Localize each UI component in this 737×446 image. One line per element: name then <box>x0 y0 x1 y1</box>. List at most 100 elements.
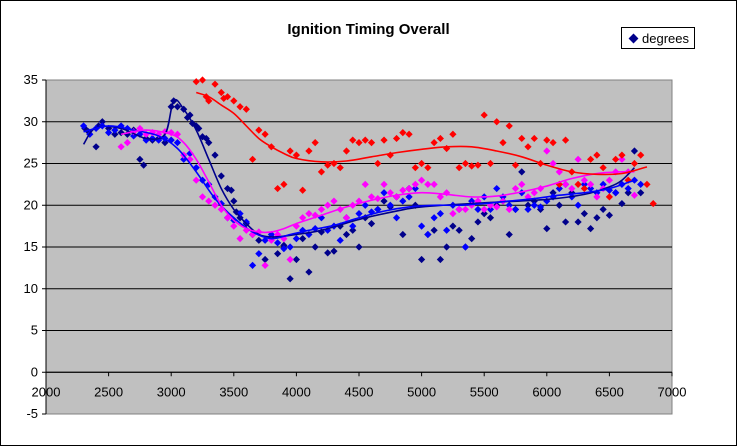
y-tick-label: 15 <box>24 239 38 254</box>
data-point-series-2 <box>418 176 426 184</box>
data-point-series-0 <box>630 147 639 155</box>
data-point-series-3 <box>392 134 401 143</box>
data-point-series-0 <box>574 218 582 226</box>
data-point-series-0 <box>543 225 551 233</box>
data-point-series-2 <box>411 180 419 188</box>
data-point-series-0 <box>342 230 351 239</box>
data-point-series-0 <box>261 255 269 264</box>
data-point-series-2 <box>543 147 551 155</box>
data-point-series-0 <box>330 247 338 255</box>
data-point-series-3 <box>493 118 501 126</box>
data-point-series-2 <box>230 222 238 230</box>
data-point-series-3 <box>248 155 257 163</box>
data-point-series-0 <box>140 161 148 169</box>
data-point-series-0 <box>380 197 388 205</box>
data-point-series-2 <box>587 180 595 188</box>
data-point-series-0 <box>411 201 419 209</box>
data-point-series-1 <box>599 180 607 188</box>
data-point-series-3 <box>305 147 313 155</box>
data-point-series-3 <box>399 129 407 137</box>
data-point-series-1 <box>173 139 182 147</box>
data-point-series-2 <box>580 176 588 184</box>
x-tick-label: 5000 <box>407 384 436 399</box>
trendline-series-1 <box>83 125 635 240</box>
data-point-series-3 <box>624 176 632 184</box>
data-point-series-3 <box>330 159 338 168</box>
data-point-series-3 <box>486 159 495 168</box>
data-point-series-1 <box>405 193 413 201</box>
data-point-series-3 <box>311 139 319 147</box>
legend-label: degrees <box>642 31 689 46</box>
data-point-series-0 <box>580 210 588 218</box>
data-point-series-2 <box>405 184 413 193</box>
data-point-series-2 <box>342 214 351 222</box>
data-point-series-3 <box>374 159 382 168</box>
data-point-series-3 <box>336 164 344 172</box>
y-tick-label: 30 <box>24 114 38 129</box>
data-point-series-0 <box>255 236 263 244</box>
data-point-series-3 <box>518 134 526 143</box>
data-point-series-0 <box>599 205 607 214</box>
data-point-series-3 <box>480 111 488 119</box>
data-point-series-1 <box>286 243 294 251</box>
data-point-series-3 <box>230 97 238 105</box>
data-point-series-1 <box>411 184 419 193</box>
data-point-series-1 <box>436 210 444 218</box>
data-point-series-0 <box>524 201 532 209</box>
data-point-series-0 <box>443 243 451 251</box>
data-point-series-1 <box>242 218 250 226</box>
data-point-series-3 <box>223 93 232 101</box>
data-point-series-2 <box>568 184 576 193</box>
data-point-series-2 <box>317 205 326 214</box>
legend: degrees <box>621 27 695 49</box>
data-point-series-0 <box>468 235 476 243</box>
x-tick-label: 5500 <box>470 384 499 399</box>
data-point-series-2 <box>593 193 601 201</box>
x-tick-label: 6500 <box>595 384 624 399</box>
y-tick-label: 0 <box>31 364 38 379</box>
data-point-series-0 <box>292 255 300 264</box>
data-point-series-1 <box>367 208 376 216</box>
data-point-series-0 <box>336 222 344 230</box>
data-point-series-0 <box>480 210 488 218</box>
data-point-series-0 <box>637 189 645 197</box>
data-point-series-3 <box>574 180 582 188</box>
data-point-series-2 <box>117 143 125 151</box>
data-point-series-2 <box>574 155 582 163</box>
data-point-series-3 <box>630 159 639 168</box>
data-point-series-1 <box>105 129 113 137</box>
data-point-series-1 <box>587 184 595 193</box>
data-point-series-1 <box>505 201 513 209</box>
data-point-series-3 <box>637 151 645 159</box>
data-point-series-3 <box>280 180 288 188</box>
x-tick-label: 3500 <box>219 384 248 399</box>
data-point-series-1 <box>524 205 532 214</box>
data-point-series-1 <box>424 230 432 239</box>
data-point-series-3 <box>292 151 300 159</box>
data-point-series-1 <box>79 122 88 130</box>
data-point-series-3 <box>455 164 463 172</box>
data-point-series-1 <box>386 201 394 209</box>
data-point-series-3 <box>474 161 482 169</box>
data-point-series-2 <box>618 155 626 163</box>
data-point-series-0 <box>624 189 632 197</box>
y-tick-label: -5 <box>26 406 38 421</box>
data-point-series-0 <box>455 226 463 234</box>
data-point-series-3 <box>555 180 563 188</box>
data-point-series-2 <box>486 201 495 209</box>
y-tick-label: 5 <box>31 323 38 338</box>
data-point-series-0 <box>518 168 526 176</box>
data-point-series-1 <box>248 261 257 269</box>
data-point-series-3 <box>505 122 513 130</box>
data-point-series-0 <box>205 139 213 147</box>
y-tick-label: 35 <box>24 72 38 87</box>
data-point-series-0 <box>349 226 357 234</box>
data-point-series-0 <box>173 103 182 111</box>
data-point-series-2 <box>305 210 313 218</box>
data-point-series-3 <box>236 103 244 111</box>
data-point-series-1 <box>637 180 645 188</box>
data-point-series-2 <box>198 193 207 201</box>
data-point-series-3 <box>549 139 557 147</box>
x-tick-label: 3000 <box>157 384 186 399</box>
data-point-series-2 <box>324 201 332 209</box>
